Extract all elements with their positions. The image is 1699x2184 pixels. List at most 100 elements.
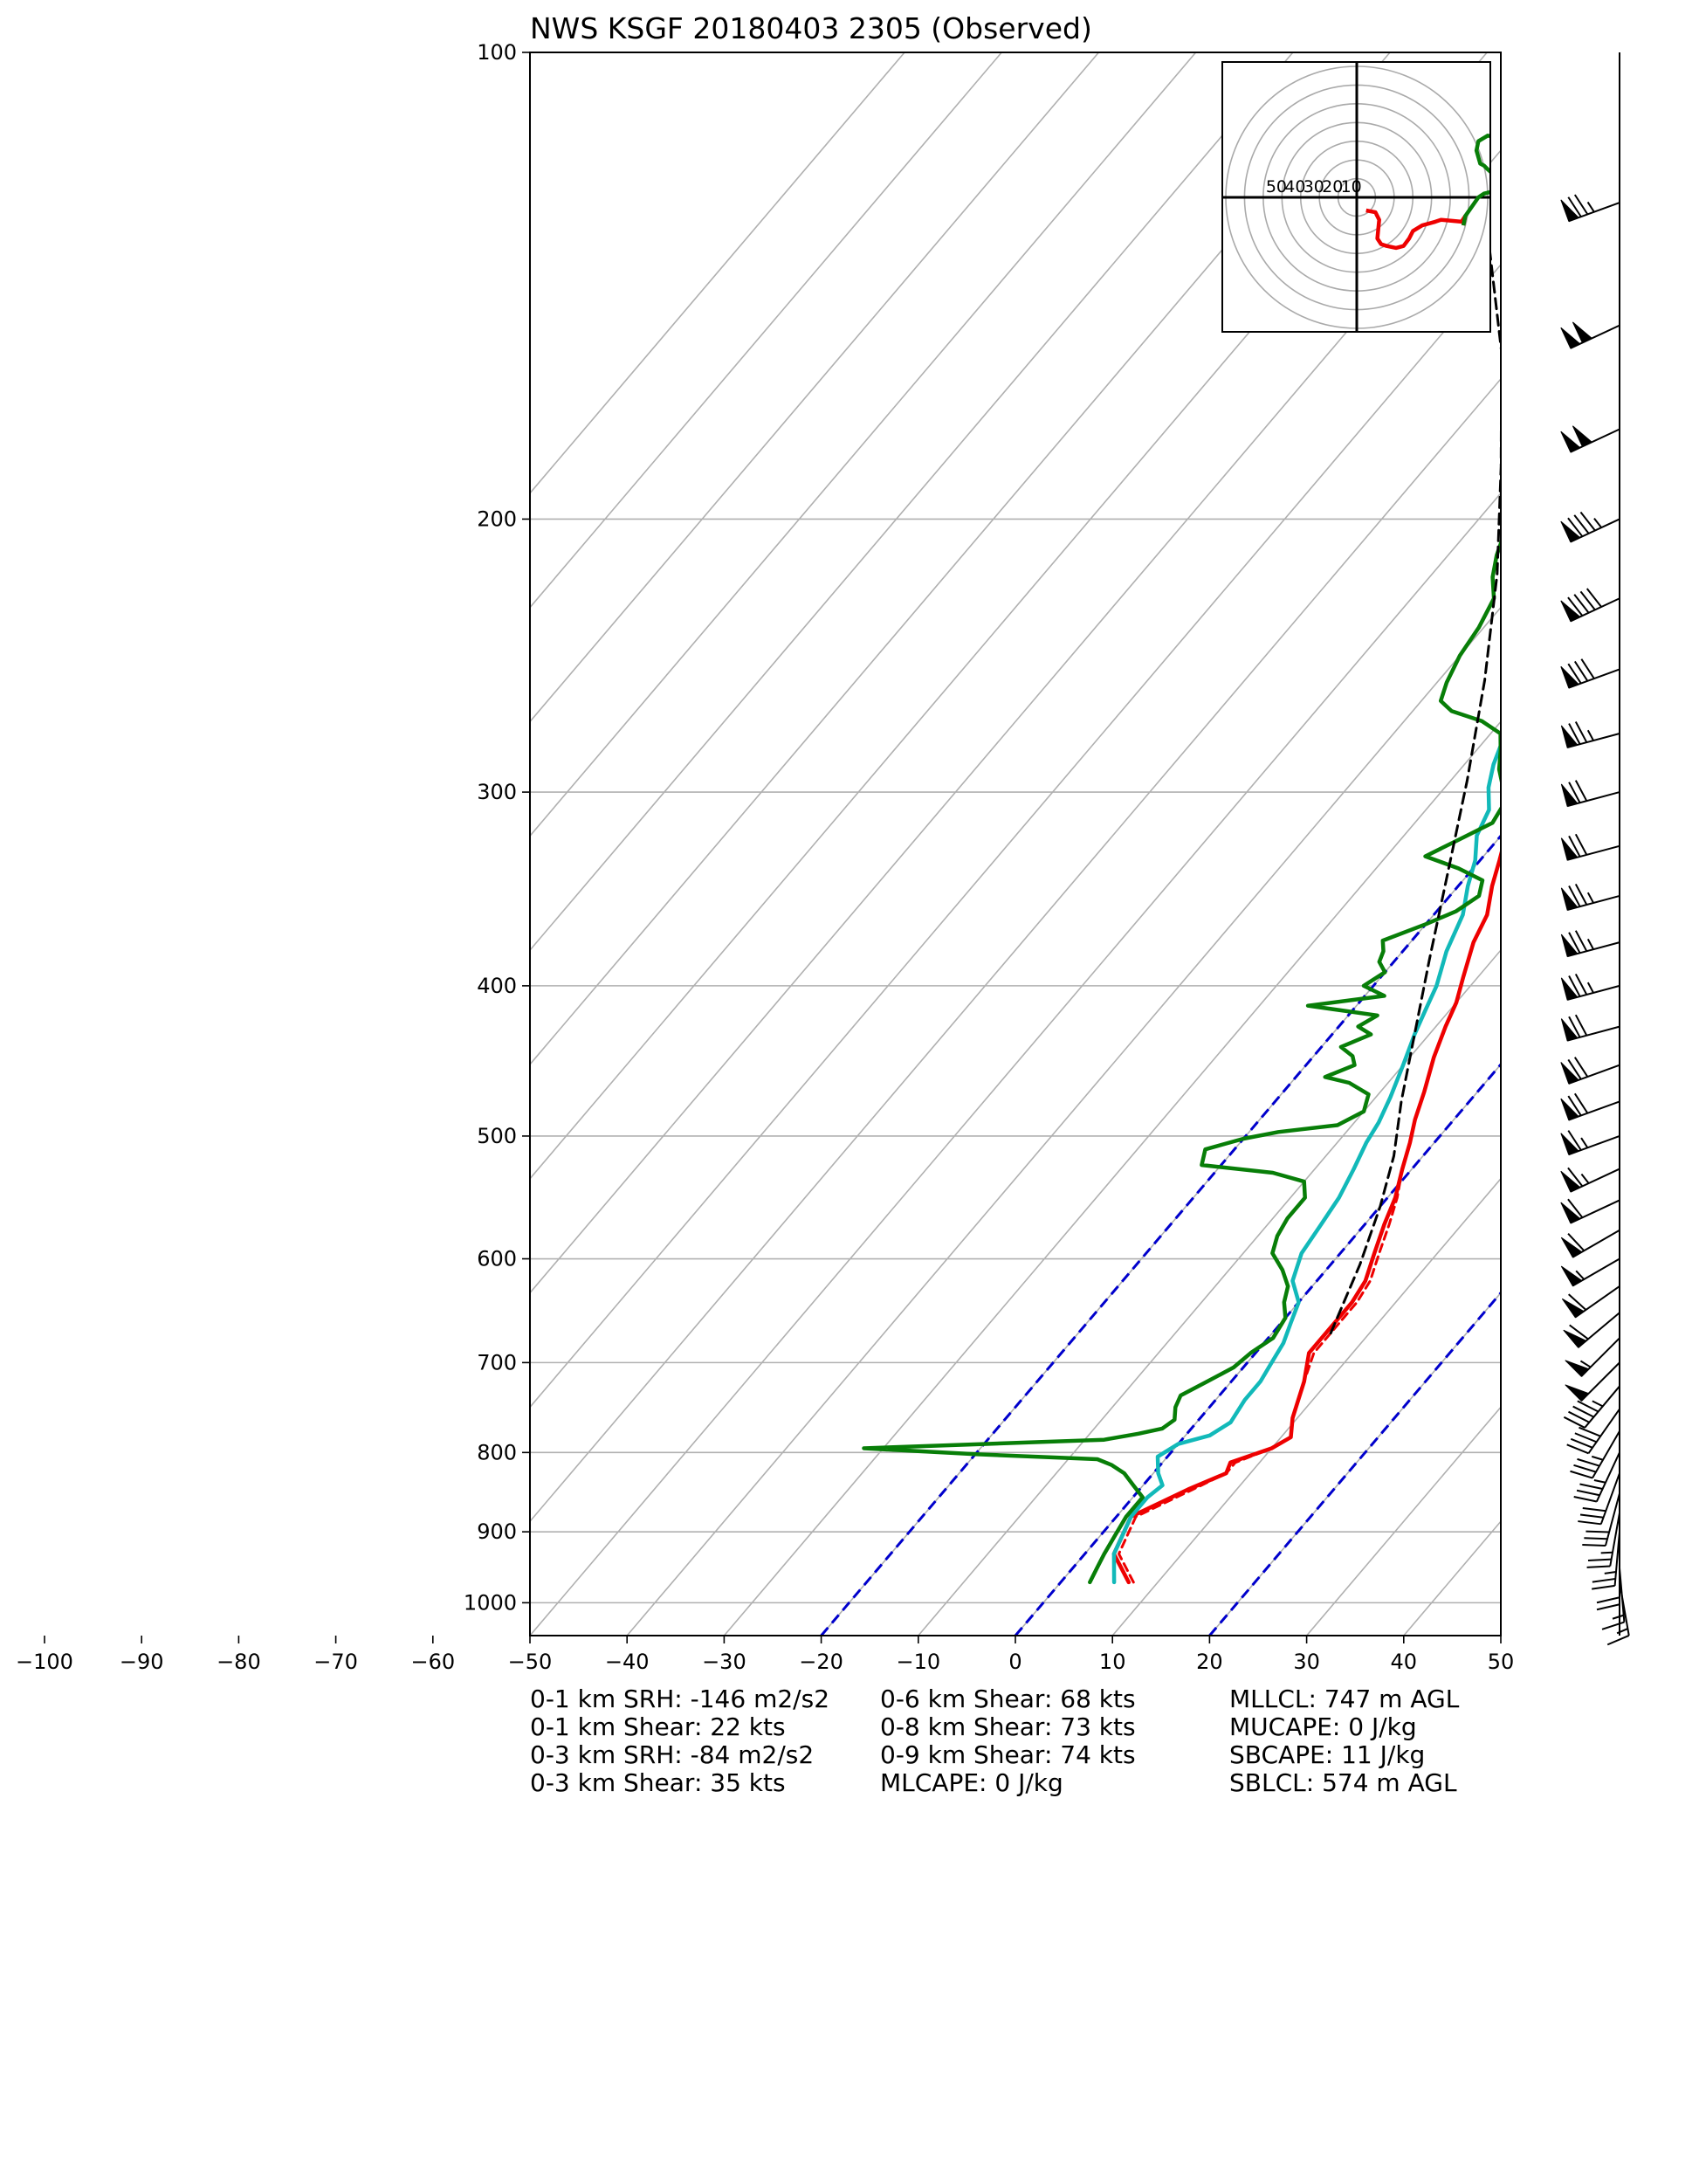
stat-shear-0-3km: 0-3 km Shear: 35 kts xyxy=(530,1768,786,1797)
hodograph-low-level-trace xyxy=(1365,208,1468,251)
isotherm-line xyxy=(723,720,1501,1636)
stat-sbcape: SBCAPE: 11 J/kg xyxy=(1229,1740,1426,1769)
wind-barbs xyxy=(1560,52,1630,1646)
parcel-temperature-line xyxy=(1118,1168,1404,1584)
y-tick-label: 700 xyxy=(477,1350,517,1374)
wind-barb xyxy=(1560,1130,1620,1156)
hodograph-frame xyxy=(1221,61,1491,333)
x-tick-label: 40 xyxy=(1391,1650,1418,1674)
wind-barb xyxy=(1561,1285,1620,1319)
dewpoint-line xyxy=(862,537,1501,1585)
x-tick-label: −100 xyxy=(16,1650,73,1674)
y-tick-label: 400 xyxy=(477,974,517,998)
stat-shear-0-1km: 0-1 km Shear: 22 kts xyxy=(530,1712,786,1741)
x-tick-label: 30 xyxy=(1293,1650,1320,1674)
isotherm-line xyxy=(918,948,1501,1636)
isotherm-line xyxy=(530,492,1501,1636)
x-tick-label: −80 xyxy=(217,1650,261,1674)
hodograph-ring-label: 40 xyxy=(1284,177,1305,196)
y-tick-label: 300 xyxy=(477,780,517,804)
wind-barb xyxy=(1573,1451,1620,1503)
y-tick-label: 600 xyxy=(477,1247,517,1271)
temperature-line xyxy=(1111,847,1501,1585)
isotherm-line xyxy=(530,52,1002,609)
hodograph-ring-label: 10 xyxy=(1341,177,1362,196)
isotherm-line xyxy=(530,52,1294,952)
y-tick-label: 1000 xyxy=(464,1590,517,1615)
stats-column-thermo: MLLCL: 747 m AGL MUCAPE: 0 J/kg SBCAPE: … xyxy=(1229,1685,1459,1797)
stat-mllcl: MLLCL: 747 m AGL xyxy=(1229,1685,1460,1713)
isotherm-line xyxy=(1015,1063,1501,1636)
isotherm-line xyxy=(1208,1292,1501,1636)
hodograph-ring-label: 30 xyxy=(1303,177,1324,196)
wetbulb-line xyxy=(1111,740,1501,1585)
stat-srh-0-3km: 0-3 km SRH: -84 m2/s2 xyxy=(530,1740,815,1769)
isobar-grid xyxy=(530,518,1501,1604)
wind-barb xyxy=(1560,425,1620,453)
chart-title: NWS KSGF 20180403 2305 (Observed) xyxy=(530,11,1092,45)
y-tick-label: 100 xyxy=(477,40,517,65)
wind-barb xyxy=(1560,511,1620,543)
stat-srh-0-1km: 0-1 km SRH: -146 m2/s2 xyxy=(530,1685,830,1713)
wind-barb xyxy=(1560,883,1620,911)
x-tick-label: −10 xyxy=(896,1650,940,1674)
wind-barb xyxy=(1560,658,1620,689)
wind-barb xyxy=(1565,1361,1620,1402)
wind-barb xyxy=(1560,833,1620,861)
wind-barb xyxy=(1560,588,1620,623)
wind-barb xyxy=(1560,780,1620,808)
wind-barb xyxy=(1560,1229,1620,1258)
isotherm-line xyxy=(530,52,1391,1066)
wind-barb xyxy=(1578,1472,1620,1526)
wind-barb xyxy=(1560,1092,1620,1121)
wind-barb xyxy=(1560,721,1620,748)
stats-column-deep-shear: 0-6 km Shear: 68 kts 0-8 km Shear: 73 kt… xyxy=(880,1685,1136,1797)
isotherm-line xyxy=(530,52,1100,723)
wind-barb xyxy=(1560,1014,1620,1042)
wind-barb xyxy=(1560,1198,1620,1224)
x-tick-label: −50 xyxy=(508,1650,553,1674)
reference-lines xyxy=(820,833,1501,1636)
isotherm-line xyxy=(530,52,905,494)
y-tick-label: 800 xyxy=(477,1440,517,1464)
y-tick-label: 900 xyxy=(477,1519,517,1544)
wind-barb xyxy=(1563,1312,1620,1348)
wind-barb xyxy=(1560,930,1620,958)
stat-mlcape: MLCAPE: 0 J/kg xyxy=(880,1768,1063,1797)
isotherm-line xyxy=(530,52,1197,837)
x-tick-label: −60 xyxy=(410,1650,455,1674)
wind-barb xyxy=(1560,1167,1620,1193)
stat-shear-0-8km: 0-8 km Shear: 73 kts xyxy=(880,1712,1136,1741)
x-tick-label: −30 xyxy=(702,1650,746,1674)
isotherm-line xyxy=(530,377,1501,1523)
temperature-axis: −100 −90 −80 −70 −60 −50 −40 −30 −20 −10 0 10 20 30 40… xyxy=(16,1636,1514,1674)
isotherm-line xyxy=(626,606,1501,1636)
x-tick-label: −70 xyxy=(313,1650,358,1674)
stat-shear-0-6km: 0-6 km Shear: 68 kts xyxy=(880,1685,1136,1713)
wind-barb xyxy=(1565,1337,1620,1377)
wind-barb xyxy=(1560,194,1620,223)
stat-sblcl: SBLCL: 574 m AGL xyxy=(1229,1768,1457,1797)
y-tick-label: 500 xyxy=(477,1124,517,1148)
isotherm-line xyxy=(1111,1177,1501,1636)
stat-mucape: MUCAPE: 0 J/kg xyxy=(1229,1712,1417,1741)
wind-barb xyxy=(1560,1057,1620,1085)
isotherm-line xyxy=(1500,1634,1501,1636)
wind-barb xyxy=(1606,1581,1630,1646)
x-tick-label: 0 xyxy=(1008,1650,1021,1674)
wind-barb xyxy=(1586,1512,1620,1568)
hodograph-traces xyxy=(1365,134,1490,251)
stat-shear-0-9km: 0-9 km Shear: 74 kts xyxy=(880,1740,1136,1769)
wind-barb xyxy=(1592,1532,1620,1590)
wind-barb xyxy=(1560,973,1620,1001)
x-tick-label: 20 xyxy=(1196,1650,1223,1674)
hodograph-ring-label: 20 xyxy=(1322,177,1343,196)
wind-barb xyxy=(1582,1492,1620,1547)
x-tick-label: −20 xyxy=(799,1650,843,1674)
hodograph-upper-level-trace xyxy=(1461,134,1490,226)
stats-column-shear-srh: 0-1 km SRH: -146 m2/s2 0-1 km Shear: 22 … xyxy=(530,1685,829,1797)
pressure-axis: 100 200 300 400 500 600 700 800 900 1000 xyxy=(464,40,530,1615)
x-tick-label: 50 xyxy=(1488,1650,1515,1674)
